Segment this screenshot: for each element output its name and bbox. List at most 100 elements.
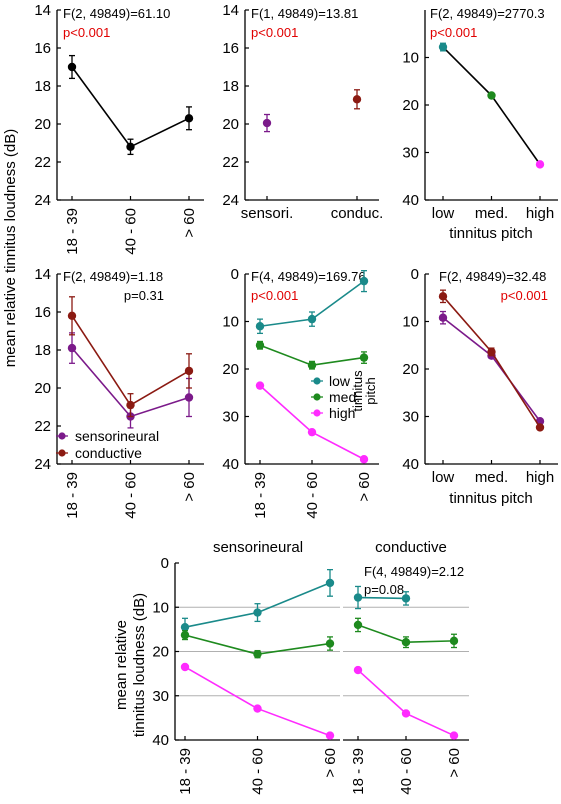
- panel-6-series-2-line: [442, 295, 541, 428]
- panel-7-series-3-point: [180, 662, 190, 672]
- panel-7-x-tick-label: 40 - 60: [250, 748, 267, 795]
- panel-2-series-1-point: [262, 118, 272, 128]
- panel-4-series-1-point: [184, 393, 194, 402]
- panel-2-series-2-point: [352, 95, 362, 104]
- panel-2-y-tick-label: 16: [222, 40, 239, 57]
- panel-2-y-tick-label: 24: [222, 192, 239, 209]
- panel-5-series-3-point: [307, 427, 317, 437]
- panel-3-x-tick-label: high: [526, 205, 554, 222]
- panel-5-p-value: p<0.001: [251, 288, 298, 303]
- panel-6-p-value: p<0.001: [501, 288, 548, 303]
- panel-7-series-3-line: [184, 666, 331, 737]
- panel-7-series-2-point: [180, 630, 190, 640]
- panel-7-series-2-point: [325, 639, 335, 648]
- panel-3-line: [442, 46, 493, 97]
- panel-1-y-tick-label: 14: [34, 2, 51, 19]
- panel-5-stat-text: F(4, 49849)=169.76: [251, 269, 366, 284]
- panel-7-series-1-point: [325, 578, 335, 588]
- panel-1-series-1-point: [184, 114, 194, 123]
- panel-1-x-tick-label: 40 - 60: [123, 208, 140, 255]
- panel-2-x-tick-label: sensori.: [241, 205, 294, 222]
- panel-5-y-tick-label: 10: [222, 314, 239, 331]
- panel-2-y-tick-label: 20: [222, 116, 239, 133]
- panel-7-y-tick-label: 20: [152, 644, 169, 661]
- panel-2-y-tick-label: 22: [222, 154, 239, 171]
- panel-1-y-tick-label: 22: [34, 154, 51, 171]
- panel-3-stat-text: F(2, 49849)=2770.3: [430, 6, 545, 21]
- panel-3-y-tick-label: 20: [402, 97, 419, 114]
- panel-6-series-1-point: [438, 313, 448, 322]
- panel-1-y-tick-label: 16: [34, 40, 51, 57]
- panel-4-legend-label: conductive: [75, 445, 142, 461]
- panel-7-series-1-point: [253, 608, 262, 617]
- panel-4-series-2-point: [67, 311, 77, 320]
- panel-2-p-value: p<0.001: [251, 25, 298, 40]
- panel-1-series-1-line: [71, 66, 190, 148]
- panel-4-series-2-line: [71, 315, 190, 407]
- panel-6-y-tick-label: 0: [411, 266, 419, 283]
- panel-7-y-tick-label: 30: [152, 688, 169, 705]
- panel-1-x-tick-label: 18 - 39: [64, 208, 81, 255]
- panel-8-series-3-point: [401, 709, 411, 718]
- panel-1-series-1-point: [126, 142, 135, 151]
- panel-7-series-3-point: [325, 731, 335, 740]
- panel-7-y-tick-label: 40: [152, 732, 169, 749]
- panel-1-x-tick-label: > 60: [181, 208, 198, 238]
- panel-4-y-tick-label: 24: [34, 456, 51, 473]
- panel-5-series-1-point: [307, 314, 317, 324]
- panel-7-series-2-point: [253, 649, 262, 659]
- panel-5-legend-label: high: [329, 405, 355, 421]
- panel-5-x-tick-label: 18 - 39: [252, 472, 269, 519]
- x-axis-label-pitch-mid: tinnitus pitch: [449, 490, 532, 507]
- panel-5-legend-marker: [313, 393, 321, 401]
- panel-5-y-tick-label: 0: [231, 266, 239, 283]
- panel-7-x-tick-label: > 60: [322, 748, 339, 778]
- panel-8-series-2-point: [449, 636, 459, 646]
- panel-4-y-tick-label: 16: [34, 304, 51, 321]
- panel-2-y-tick-label: 18: [222, 78, 239, 95]
- panel-7-y-tick-label: 10: [152, 599, 169, 616]
- panel-3-y-tick-label: 40: [402, 192, 419, 209]
- panel-5-y-tick-label: 40: [222, 456, 239, 473]
- panel-6-x-tick-label: med.: [475, 469, 508, 486]
- panel-7-series-3-point: [253, 704, 262, 713]
- panel-3-x-tick-label: low: [432, 205, 455, 222]
- panel-4-x-tick-label: 40 - 60: [123, 472, 140, 519]
- panel-4-p-value: p=0.31: [124, 288, 164, 303]
- panel-7-series-1-point: [180, 622, 190, 632]
- panel-5-legend-title: pitch: [363, 377, 378, 404]
- panel-4-x-tick-label: > 60: [181, 472, 198, 502]
- panel-5-series-3-point: [359, 455, 369, 464]
- panel-5-x-tick-label: 40 - 60: [304, 472, 321, 519]
- panel-3-y-tick-label: 10: [402, 50, 419, 67]
- panel-6-y-tick-label: 10: [402, 314, 419, 331]
- panel-1-y-tick-label: 24: [34, 192, 51, 209]
- panel-5-series-2-point: [307, 361, 317, 370]
- panel-6-series-2-point: [535, 423, 545, 432]
- panel-5-legend-marker: [313, 377, 321, 385]
- panel-4-y-tick-label: 18: [34, 342, 51, 359]
- panel-4-y-tick-label: 20: [34, 380, 51, 397]
- panel-5-y-tick-label: 30: [222, 409, 239, 426]
- panel-8-series-1-point: [353, 593, 363, 602]
- panel-4-legend-label: sensorineural: [75, 428, 159, 444]
- panel-1-p-value: p<0.001: [63, 25, 110, 40]
- panel-6-y-tick-label: 30: [402, 409, 419, 426]
- panel-5-series-1-point: [359, 276, 369, 286]
- panel-4-y-tick-label: 22: [34, 418, 51, 435]
- panel-1-y-tick-label: 20: [34, 116, 51, 133]
- panel-8-x-tick-label: 40 - 60: [398, 748, 415, 795]
- panel-2-stat-text: F(1, 49849)=13.81: [251, 6, 358, 21]
- panel-4-legend-marker: [58, 449, 66, 457]
- panel-5-legend-label: low: [329, 373, 351, 389]
- panel-1-series-1-point: [67, 62, 77, 72]
- panel-5-legend-title: tinnitus: [350, 370, 365, 412]
- panel-8-x-tick-label: > 60: [446, 748, 463, 778]
- panel-4-series-2-point: [126, 400, 135, 410]
- panel-3-line: [490, 95, 541, 165]
- panel-7-title: sensorineural: [213, 539, 303, 556]
- panel-5-x-tick-label: > 60: [356, 472, 373, 502]
- panel-6-y-tick-label: 20: [402, 361, 419, 378]
- panel-3-p-value: p<0.001: [430, 25, 477, 40]
- panel-3-point-2-point: [487, 91, 496, 100]
